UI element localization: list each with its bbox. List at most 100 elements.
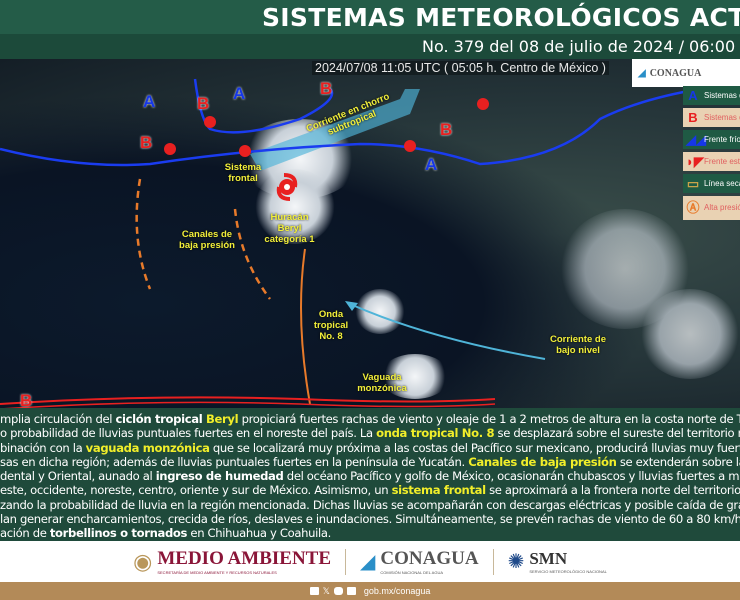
text-segment: del océano Pacífico y golfo de México, o… [286,469,740,484]
low-pressure-channel [135,178,152,290]
conagua-wave-icon: ◢ [638,67,646,79]
label-low-pressure-channels: Canales de baja presión [179,229,235,251]
forecast-text: mplia circulación del ciclón tropical Be… [0,408,740,541]
forecast-line: dental y Oriental, aunado al ingreso de … [0,469,740,483]
text-segment: o probabilidad de lluvias puntuales fuer… [0,426,377,441]
bulletin-number-date: No. 379 del 08 de julio de 2024 / 06:00 … [422,37,740,56]
legend-dry-line: ▭ Línea seca [683,174,740,193]
conagua-logo: ◢ CONAGUA [632,59,740,87]
low-pressure-marker: B [320,79,333,98]
label-hurricane: Huracán Beryl categoría 1 [264,212,315,245]
highlighted-term: onda tropical No. 8 [376,426,495,441]
text-segment: en Chihuahua y Coahuila. [187,526,331,541]
cold-front-icon: ◢◢ [686,131,706,147]
instagram-icon[interactable] [333,587,343,595]
conagua-footer-logo: ◢ CONAGUA COMISIÓN NACIONAL DEL AGUA [360,548,479,575]
footer: 𝕏 gob.mx/conagua [0,582,740,600]
label-low-level-current: Corriente de bajo nivel [550,334,606,356]
highlighted-term: sistema frontal [391,483,487,498]
smn-gear-icon: ✺ [507,551,525,573]
low-pressure-marker: B [20,391,33,408]
website-link[interactable]: gob.mx/conagua [363,586,431,596]
smn-logo: ✺ SMN SERVICIO METEOROLÓGICO NACIONAL [507,549,607,574]
highlighted-term: Beryl [206,412,239,426]
conagua-wave-icon: ◢ [360,551,376,573]
logo-bar: ◉ MEDIO AMBIENTE SECRETARÍA DE MEDIO AMBIE… [0,541,740,582]
front-marker [477,98,489,110]
hurricane-icon [276,173,298,201]
highlighted-term: Canales de baja presión [468,454,617,469]
medio-ambiente-logo: ◉ MEDIO AMBIENTE SECRETARÍA DE MEDIO AMBIE… [133,548,332,575]
youtube-icon[interactable] [346,587,356,595]
label-monsoon-trough: Vaguada monzónica [357,372,407,394]
low-pressure-icon: B [688,109,698,125]
forecast-line: este, occidente, noreste, centro, orient… [0,483,740,497]
text-segment: zando la probabilidad de lluvia en la re… [0,497,740,512]
cloud [355,289,405,334]
x-icon[interactable]: 𝕏 [322,585,330,596]
low-pressure-marker: B [197,94,210,113]
bold-term: torbellinos o tornados [49,526,188,541]
cloud [380,354,450,399]
front-marker [164,143,176,155]
text-segment: binación con la [0,440,86,455]
mid-level-high-icon: Ⓐ [686,200,700,215]
text-segment: este, occidente, noreste, centro, orient… [0,483,392,498]
legend-cold-front: ◢◢ Frente frío [683,130,740,149]
text-segment: que se localizará muy próxima a las cost… [212,440,740,455]
highlighted-term: vaguada monzónica [85,440,210,455]
dry-line-icon: ▭ [686,175,700,191]
high-pressure-marker: A [425,155,438,174]
high-pressure-marker: A [143,92,156,111]
tropical-wave [300,248,311,405]
forecast-line: mplia circulación del ciclón tropical Be… [0,412,740,426]
subheader-bar: No. 379 del 08 de julio de 2024 / 06:00 … [0,34,740,59]
forecast-line: binación con la vaguada monzónica que se… [0,441,740,455]
header-bar: SISTEMAS METEOROLÓGICOS ACTUALES [0,0,740,34]
text-segment: sas en dicha región; además de lluvias p… [0,454,469,469]
high-pressure-marker: A [233,84,246,103]
text-segment: dental y Oriental, aunado al [0,469,156,484]
forecast-line: sas en dicha región; además de lluvias p… [0,455,740,469]
label-tropical-wave: Onda tropical No. 8 [313,309,349,342]
forecast-line: o probabilidad de lluvias puntuales fuer… [0,426,740,440]
monsoon-trough [0,396,496,405]
facebook-icon[interactable] [309,587,319,595]
front-marker [404,140,416,152]
label-frontal-system: Sistema frontal [224,162,262,184]
cold-front [193,78,334,134]
low-pressure-marker: B [440,120,453,139]
text-segment: propiciará fuertes rachas de viento y ol… [241,412,740,426]
high-pressure-icon: A [688,87,698,103]
forecast-line: zando la probabilidad de lluvia en la re… [0,498,740,512]
stationary-front [0,87,701,167]
text-segment: lan generar encharcamientos, crecida de … [0,512,740,527]
divider [492,548,494,575]
stationary-front-icon: ◗◤ [686,153,704,169]
image-timestamp: 2024/07/08 11:05 UTC ( 05:05 h. Centro d… [312,61,609,75]
text-segment: se desplazará sobre el sureste del terri… [497,426,740,441]
jet-stream-arrow [250,89,420,171]
text-segment: mplia circulación del [0,412,116,426]
divider [345,548,347,575]
bold-term: ingreso de humedad [155,469,284,484]
forecast-line: ación de torbellinos o tornados en Chihu… [0,526,740,540]
low-pressure-channel [233,208,272,300]
text-segment: se aproximará a la frontera norte del te… [489,483,740,498]
low-pressure-marker: B [140,133,153,152]
forecast-line: lan generar encharcamientos, crecida de … [0,512,740,526]
bold-term: ciclón tropical [115,412,207,426]
coat-of-arms-icon: ◉ [133,548,153,574]
text-segment: ación de [0,526,50,541]
cloud [640,289,740,379]
front-marker [204,116,216,128]
low-level-current [349,303,546,360]
text-segment: se extenderán sobre las sierras Madre [619,454,740,469]
legend-stationary-front: ◗◤Frente estacionario [683,152,740,171]
page-title: SISTEMAS METEOROLÓGICOS ACTUALES [262,3,740,32]
front-marker [239,145,251,157]
